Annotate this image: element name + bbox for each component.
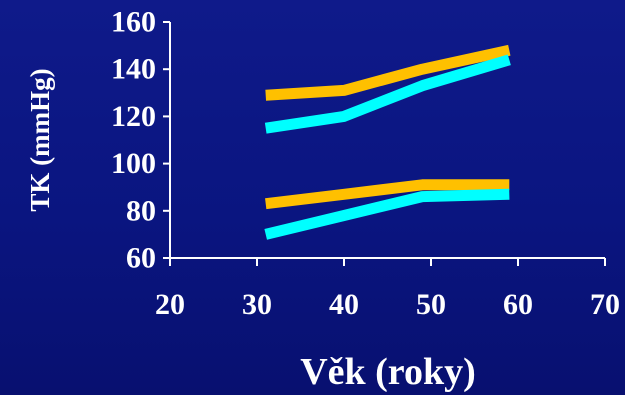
x-axis-title: Věk (roky) [300, 351, 476, 393]
axes-layer [163, 21, 606, 266]
series-line-1 [265, 44, 511, 101]
y-tick-label: 160 [111, 6, 156, 39]
x-tick-label: 20 [155, 288, 185, 321]
y-tick-label: 100 [111, 147, 156, 180]
y-tick-label: 60 [126, 242, 156, 275]
ticks-layer: 60 80 100 120 140 160 20 30 40 50 60 70 [111, 6, 620, 322]
x-tick-label: 70 [590, 288, 620, 321]
y-tick-label: 80 [126, 194, 156, 227]
series-line-3 [265, 179, 510, 210]
series-layer [264, 44, 511, 240]
x-tick-label: 40 [329, 288, 359, 321]
x-tick-label: 60 [503, 288, 533, 321]
y-axis-title: TK (mmHg) [25, 68, 55, 211]
x-tick-label: 30 [242, 288, 272, 321]
y-tick-label: 140 [111, 53, 156, 86]
y-tick-label: 120 [111, 100, 156, 133]
series-line-4 [264, 188, 510, 240]
x-tick-label: 50 [416, 288, 446, 321]
series-line-2 [264, 54, 511, 134]
y-axis-title-group: TK (mmHg) [25, 68, 55, 211]
